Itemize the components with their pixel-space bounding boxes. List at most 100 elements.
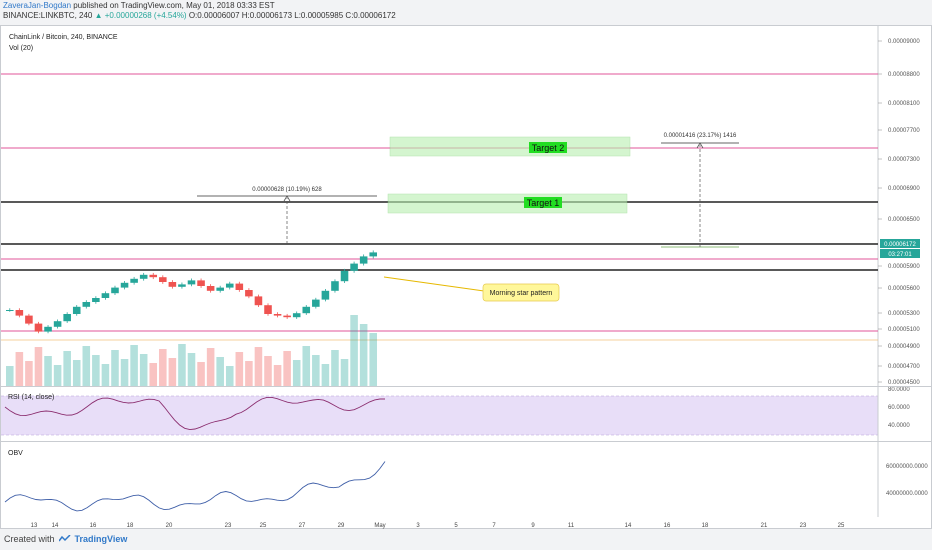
- current-price-text: 0.00006172: [884, 242, 916, 248]
- callout-text: Morning star pattern: [490, 290, 553, 297]
- volume-bar: [72, 360, 81, 386]
- volume-bar: [331, 350, 339, 386]
- publish-line: ZaveraJan-Bogdan published on TradingVie…: [3, 1, 275, 10]
- time-label: 23: [800, 523, 807, 529]
- candle-body: [302, 306, 311, 314]
- candle-body: [283, 315, 291, 318]
- candle-body: [273, 314, 282, 316]
- candle-body: [15, 310, 24, 316]
- candle-body: [130, 278, 138, 283]
- price-label: 0.00004700: [888, 364, 920, 370]
- target1-label-bg: [524, 197, 562, 208]
- volume-bar: [302, 346, 311, 386]
- volume-bar: [178, 344, 186, 386]
- volume-bar: [130, 345, 138, 386]
- candle-body: [53, 321, 62, 327]
- volume-bar: [92, 355, 100, 386]
- volume-bar: [350, 315, 358, 386]
- volume-bar: [206, 348, 215, 386]
- obv-chart: OBV 60000000.0000 40000000.0000: [4, 442, 928, 517]
- measure1-arrowhead: [283, 195, 291, 202]
- time-label: 9: [531, 523, 535, 529]
- price-label: 0.00005900: [888, 264, 920, 270]
- price-label: 0.00005100: [888, 327, 920, 333]
- footer: Created with TradingView: [4, 534, 127, 544]
- volume-bar: [292, 360, 301, 386]
- obv-line: [4, 461, 386, 512]
- author-link[interactable]: ZaveraJan-Bogdan: [3, 1, 72, 10]
- candle-body: [187, 280, 196, 285]
- time-label: 11: [568, 523, 575, 529]
- measure-tool-2[interactable]: 0.00001416 (23.17%) 1416: [661, 133, 739, 248]
- volume-bar: [120, 359, 129, 386]
- target1-zone[interactable]: [387, 193, 628, 214]
- candle-body: [350, 263, 358, 271]
- volume-bar: [25, 361, 33, 386]
- candle-body: [340, 270, 349, 282]
- footer-brand[interactable]: TradingView: [74, 534, 128, 544]
- candle-body: [44, 326, 52, 332]
- obv-level-40m: 40000000.0000: [886, 491, 928, 497]
- volume-bars: [6, 315, 377, 386]
- symbol-text: BINANCE:LINKBTC, 240: [3, 11, 93, 20]
- candle-body: [369, 252, 377, 257]
- price-label: 0.00006900: [888, 186, 920, 192]
- target2-zone[interactable]: [389, 136, 631, 157]
- time-label: 21: [761, 523, 768, 529]
- candle-body: [264, 305, 272, 314]
- volume-bar: [111, 350, 119, 386]
- countdown-text: 03:27:01: [888, 252, 912, 258]
- candle-body: [149, 274, 158, 278]
- time-label: 16: [90, 523, 97, 529]
- time-label: 27: [299, 523, 306, 529]
- price-label: 0.00004500: [888, 380, 920, 386]
- target1-label: Target 1: [527, 198, 560, 208]
- candle-body: [225, 283, 234, 288]
- volume-bar: [197, 362, 205, 386]
- candle-body: [331, 281, 339, 291]
- time-label: 18: [127, 523, 134, 529]
- candle-body: [245, 290, 253, 297]
- time-label: 18: [702, 523, 709, 529]
- candle-body: [159, 277, 167, 282]
- ohlc-text: O:0.00006007 H:0.00006173 L:0.00005985 C…: [188, 11, 396, 20]
- time-axis-labels: 13 14 16 18 20 23 25 27 29 May 3 5 7 9 11 14 16 18 21 23 25: [31, 523, 845, 529]
- measure1-label: 0.00000628 (10.19%) 628: [252, 187, 322, 193]
- price-label: 0.00005300: [888, 311, 920, 317]
- volume-bar: [168, 358, 177, 386]
- volume-bar: [283, 351, 291, 386]
- volume-bar: [245, 361, 253, 386]
- footer-created: Created with: [4, 534, 55, 544]
- tradingview-logo-icon: [57, 534, 71, 543]
- volume-bar: [44, 356, 52, 386]
- volume-label: Vol (20): [9, 45, 33, 52]
- candle-body: [178, 284, 186, 287]
- candle-body: [82, 302, 91, 307]
- volume-bar: [225, 366, 234, 386]
- volume-bar: [254, 347, 263, 386]
- candle-body: [321, 290, 330, 300]
- price-label: 0.00008800: [888, 72, 920, 78]
- time-axis[interactable]: 13 14 16 18 20 23 25 27 29 May 3 5 7 9 11 14 16 18 21 23 25: [0, 517, 932, 529]
- obv-panel[interactable]: OBV 60000000.0000 40000000.0000: [0, 441, 932, 518]
- volume-bar: [273, 365, 282, 386]
- morning-star-callout[interactable]: Morning star pattern: [383, 276, 560, 302]
- rsi-panel[interactable]: RSI (14, close) 80.0000 60.0000 40.0000: [0, 386, 932, 442]
- candle-body: [139, 274, 148, 279]
- candle-body: [101, 293, 110, 298]
- volume-bar: [216, 357, 224, 386]
- obv-level-60m: 60000000.0000: [886, 464, 928, 470]
- candle-body: [168, 282, 177, 287]
- time-label: 14: [625, 523, 632, 529]
- current-price-box: [880, 239, 920, 248]
- volume-bar: [159, 349, 167, 386]
- price-panel[interactable]: 0.00009000 0.00008800 0.00008100 0.00007700…: [0, 25, 932, 387]
- time-label: 14: [52, 523, 59, 529]
- measure-tool-1[interactable]: 0.00000628 (10.19%) 628: [197, 187, 377, 244]
- volume-bar: [149, 363, 158, 386]
- volume-bar: [359, 324, 368, 386]
- volume-bar: [340, 359, 349, 386]
- rsi-line: [4, 396, 385, 431]
- candle-body: [312, 299, 320, 307]
